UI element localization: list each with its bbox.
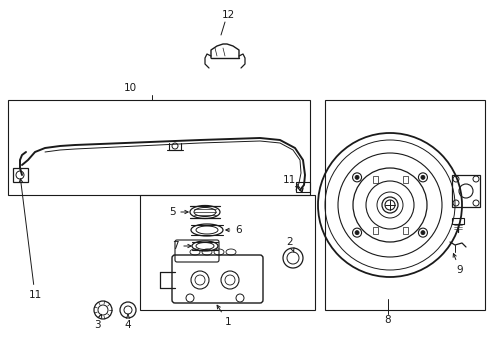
Bar [295,182,309,192]
Bar [8,100,309,195]
Circle shape [354,231,358,235]
Text: 4: 4 [124,314,131,330]
Bar [402,176,407,183]
Bar [13,168,28,182]
Text: 10: 10 [123,83,136,93]
Text: 6: 6 [225,225,242,235]
Text: 12: 12 [221,10,234,20]
Text: 2: 2 [286,237,293,252]
Bar [372,176,377,183]
Bar [451,218,463,224]
Bar [402,228,407,234]
Text: 11: 11 [282,175,299,188]
Text: 5: 5 [168,207,188,217]
Bar [451,175,479,207]
Text: 9: 9 [452,253,462,275]
Text: 1: 1 [217,305,231,327]
Bar [325,100,484,310]
Text: 8: 8 [384,315,390,325]
Circle shape [354,175,358,179]
Circle shape [420,175,424,179]
Bar [140,195,314,310]
Bar [372,228,377,234]
Text: 7: 7 [171,241,191,251]
Text: 3: 3 [94,314,102,330]
Circle shape [420,231,424,235]
Text: 11: 11 [19,179,41,300]
